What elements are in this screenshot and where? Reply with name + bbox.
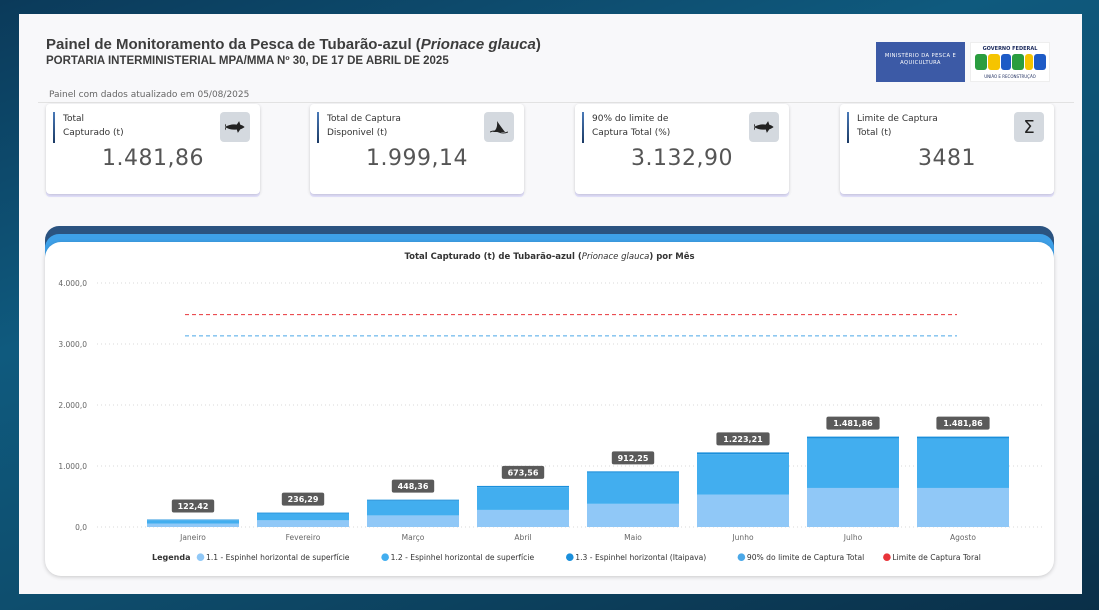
bar-segment [917, 487, 1009, 527]
data-label: 236,29 [288, 495, 319, 504]
page-title: Painel de Monitoramento da Pesca de Tuba… [46, 36, 541, 53]
data-label: 912,25 [618, 454, 649, 463]
card-90-limite: 90% do limite de Captura Total (%) 3.132… [575, 104, 789, 194]
gov-logo-top-text: GOVERNO FEDERAL [982, 46, 1038, 52]
data-label-bg [171, 499, 215, 513]
legend-label: 90% do limite de Captura Total [747, 553, 864, 562]
data-label: 1.481,86 [833, 419, 873, 428]
y-tick-label: 1.000,0 [58, 462, 87, 471]
page-subtitle: PORTARIA INTERMINISTERIAL MPA/MMA Nº 30,… [46, 55, 449, 67]
legend-swatch [196, 553, 205, 561]
bar-segment [697, 494, 789, 527]
card-accent-bar [53, 112, 55, 143]
card-value: 1.999,14 [366, 146, 468, 171]
shark-icon [749, 112, 779, 142]
y-tick-label: 3.000,0 [58, 340, 87, 349]
data-label-bg [281, 492, 325, 506]
card-limite-total: Limite de Captura Total (t) Σ 3481 [840, 104, 1054, 194]
card-label: Total Capturado (t) [63, 114, 124, 138]
card-total-capturado: Total Capturado (t) 1.481,86 [46, 104, 260, 194]
data-label-bg [391, 479, 435, 493]
bar-segment [367, 515, 459, 527]
legend-label: 1.3 - Espinhel horizontal (Itaipava) [575, 553, 706, 562]
bar-segment [147, 523, 239, 527]
bar-segment [257, 520, 349, 527]
bar-segment [697, 454, 789, 495]
shark-icon [220, 112, 250, 142]
x-tick-label: Maio [624, 533, 642, 542]
card-value: 1.481,86 [102, 146, 204, 171]
x-tick-label: Julho [843, 533, 863, 542]
chart-title: Total Capturado (t) de Tubarão-azul (Pri… [404, 252, 695, 262]
bar-segment [807, 487, 899, 527]
bar-segment [807, 436, 899, 439]
bar-segment [917, 438, 1009, 488]
x-tick-label: Abril [514, 533, 531, 542]
fin-icon [484, 112, 514, 142]
bar-segment [477, 487, 569, 510]
legend-label: Limite de Captura Toral [892, 553, 980, 562]
card-label: 90% do limite de Captura Total (%) [592, 114, 671, 138]
legend-swatch [566, 553, 574, 561]
data-label: 122,42 [178, 502, 209, 511]
y-tick-label: 4.000,0 [58, 279, 87, 288]
mpa-logo: MINISTÉRIO DA PESCA E AQUICULTURA [876, 42, 965, 82]
legend-swatch [381, 553, 389, 561]
card-value: 3.132,90 [631, 146, 733, 171]
bar-segment [587, 472, 679, 504]
card-accent-bar [317, 112, 319, 143]
sigma-icon: Σ [1014, 112, 1044, 142]
data-label-bg [501, 465, 545, 479]
x-tick-label: Janeiro [179, 533, 206, 542]
card-captura-disponivel: Total de Captura Disponivel (t) 1.999,14 [310, 104, 524, 194]
bar-segment [587, 503, 679, 527]
header-divider [38, 102, 1074, 103]
bar-segment [917, 436, 1009, 439]
bar-segment [807, 438, 899, 488]
legend-label: 1.1 - Espinhel horizontal de superfície [206, 553, 350, 562]
x-tick-label: Junho [731, 533, 753, 542]
update-date-text: Painel com dados atualizado em 05/08/202… [49, 90, 250, 100]
data-label-bg [826, 416, 880, 430]
data-label: 1.223,21 [723, 435, 763, 444]
y-tick-label: 0,0 [75, 523, 87, 532]
chart-panel: Total Capturado (t) de Tubarão-azul (Pri… [45, 242, 1054, 576]
data-label: 1.481,86 [943, 419, 983, 428]
bar-segment [367, 500, 459, 516]
gov-logo-bottom-text: UNIÃO E RECONSTRUÇÃO [984, 74, 1036, 79]
bar-segment [697, 452, 789, 455]
legend-title: Legenda [152, 553, 191, 562]
data-label-bg [936, 416, 990, 430]
legend-swatch [737, 553, 746, 561]
bar-segment [147, 520, 239, 524]
y-tick-label: 2.000,0 [58, 401, 87, 410]
x-tick-label: Agosto [950, 533, 976, 542]
data-label: 448,36 [398, 482, 429, 491]
legend-label: 1.2 - Espinhel horizontal de superfície [391, 553, 535, 562]
card-accent-bar [847, 112, 849, 143]
x-tick-label: Março [402, 533, 425, 542]
data-label: 673,56 [508, 468, 539, 477]
monthly-capture-chart: 0,0 1.000,0 2.000,0 3.000,0 4.000,0 122,42 Jan… [58, 279, 1045, 562]
x-tick-label: Fevereiro [286, 533, 321, 542]
card-value: 3481 [918, 146, 976, 171]
brasil-wordmark [975, 54, 1046, 70]
card-label: Total de Captura Disponivel (t) [327, 114, 401, 138]
data-label-bg [611, 451, 655, 465]
gov-federal-logo: GOVERNO FEDERAL UNIÃO E RECONSTRUÇÃO [970, 42, 1050, 82]
legend-swatch [883, 553, 891, 561]
card-label: Limite de Captura Total (t) [857, 114, 938, 138]
bar-segment [587, 471, 679, 473]
bar-segment [477, 509, 569, 527]
bar-segment [477, 485, 569, 488]
bar-segment [147, 519, 239, 521]
bar-segment [257, 512, 349, 514]
bar-segment [257, 513, 349, 521]
data-label-bg [716, 432, 770, 446]
bar-segment [367, 499, 459, 501]
card-accent-bar [582, 112, 584, 143]
